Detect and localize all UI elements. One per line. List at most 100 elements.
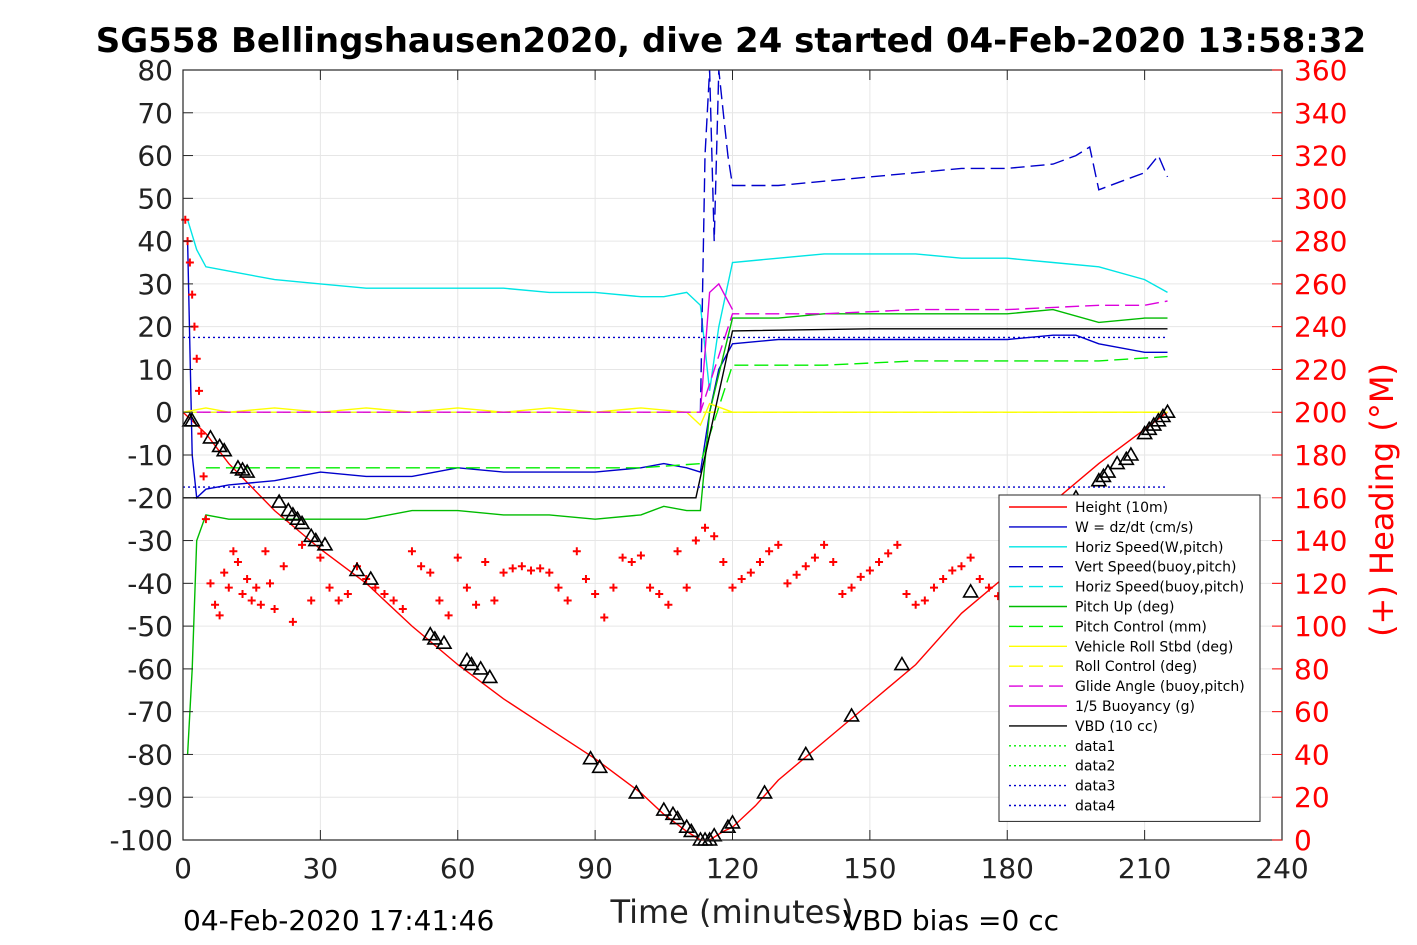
heading-point [261, 547, 270, 556]
heading-point [220, 568, 229, 577]
heading-point [984, 583, 993, 592]
dive-marker [591, 758, 609, 774]
legend-entry: Horiz Speed(W,pitch) [1075, 540, 1223, 556]
heading-point [600, 613, 609, 622]
heading-point [710, 532, 719, 541]
heading-point [618, 553, 627, 562]
y-tick-label: 30 [137, 268, 173, 301]
heading-point [847, 583, 856, 592]
footer-timestamp: 04-Feb-2020 17:41:46 [183, 904, 494, 937]
x-tick-label: 180 [981, 852, 1034, 885]
heading-point [865, 566, 874, 575]
heading-point [490, 596, 499, 605]
right-tick-label: 200 [1294, 396, 1347, 429]
heading-point [893, 540, 902, 549]
legend-entry: data3 [1075, 779, 1115, 795]
y-tick-label: 50 [137, 182, 173, 215]
series-line-6 [205, 355, 1168, 469]
heading-point [197, 429, 206, 438]
heading-point [380, 590, 389, 599]
axes: 0 30 60 90 120 150 180 210 24080706050403020100-… [109, 54, 1347, 885]
heading-point [939, 575, 948, 584]
footer-vbd-bias: VBD bias =0 cc [843, 904, 1059, 937]
heading-point [279, 562, 288, 571]
heading-point [215, 611, 224, 620]
y-tick-label: 60 [137, 140, 173, 173]
heading-point [920, 596, 929, 605]
heading-point [554, 583, 563, 592]
right-tick-label: 0 [1294, 824, 1312, 857]
heading-point [856, 572, 865, 581]
dive-marker [655, 801, 673, 816]
y-tick-label: 10 [137, 353, 173, 386]
series-line-3 [699, 69, 1169, 413]
heading-point [188, 290, 197, 299]
dive-marker [234, 461, 251, 476]
legend-entry: data1 [1075, 739, 1115, 755]
heading-point [801, 562, 810, 571]
heading-point [820, 540, 829, 549]
dive-marker [1122, 446, 1140, 461]
legend-entry: Vert Speed(buoy,pitch) [1075, 560, 1237, 576]
dive-marker [719, 818, 737, 833]
dive-marker [307, 531, 325, 547]
heading-point [691, 536, 700, 545]
heading-point [682, 583, 691, 592]
dive-marker [1140, 420, 1158, 436]
y-tick-label: -70 [127, 696, 173, 729]
right-tick-label: 140 [1294, 525, 1347, 558]
heading-point [426, 568, 435, 577]
dive-marker [1149, 412, 1167, 427]
y-tick-label: -10 [127, 439, 173, 472]
y-tick-label: -100 [109, 824, 173, 857]
y-tick-label: -40 [127, 567, 173, 600]
dive-marker [701, 831, 718, 846]
chart-title: SG558 Bellingshausen2020, dive 24 starte… [96, 21, 1366, 61]
heading-point [243, 575, 252, 584]
y-tick-label: -90 [127, 781, 173, 814]
heading-point [746, 568, 755, 577]
y-tick-label: 20 [137, 311, 173, 344]
heading-point [307, 596, 316, 605]
heading-point [298, 540, 307, 549]
right-tick-label: 100 [1294, 610, 1347, 643]
legend-box [998, 494, 1261, 822]
dive-marker [362, 570, 380, 585]
heading-point [701, 523, 710, 532]
x-tick-label: 60 [440, 852, 476, 885]
dive-marker [1154, 407, 1172, 423]
heading-point [444, 611, 453, 620]
dive-marker [627, 784, 645, 799]
series-line-1 [186, 241, 1168, 500]
right-tick-label: 20 [1294, 781, 1330, 814]
heading-point [266, 579, 275, 588]
heading-point [233, 557, 242, 566]
legend-entry: Vehicle Roll Stbd (deg) [1075, 639, 1233, 655]
dive-marker [348, 561, 366, 577]
y-tick-label: 0 [155, 396, 173, 429]
heading-point [966, 553, 975, 562]
dive-marker [435, 634, 453, 650]
right-tick-label: 280 [1294, 225, 1347, 258]
dive-marker [1159, 403, 1176, 419]
dive-marker [183, 412, 201, 427]
heading-point [316, 553, 325, 562]
heading-point [288, 617, 297, 626]
heading-point [407, 547, 416, 556]
heading-point [609, 583, 618, 592]
dive-marker [1095, 467, 1112, 483]
x-tick-label: 0 [174, 852, 192, 885]
heading-point [737, 575, 746, 584]
heading-point [975, 575, 984, 584]
dive-marker [797, 745, 815, 761]
heading-point [527, 566, 536, 575]
x-tick-label: 90 [577, 852, 613, 885]
dive-marker [1099, 463, 1117, 478]
heading-point [472, 600, 481, 609]
x-axis-label: Time (minutes) [610, 893, 854, 931]
heading-point [371, 583, 380, 592]
series-line-5 [186, 308, 1168, 755]
dive-marker [893, 656, 911, 671]
heading-point [884, 549, 893, 558]
heading-point [343, 590, 352, 599]
